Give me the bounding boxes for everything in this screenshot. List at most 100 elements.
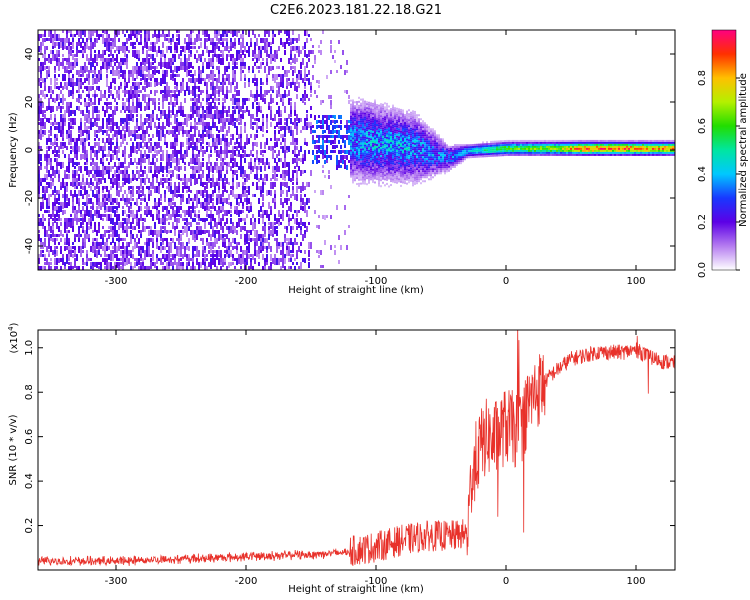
- spectrogram-cell: [328, 155, 330, 158]
- spectrogram-cell: [48, 66, 50, 71]
- spectrogram-cell: [230, 38, 232, 43]
- spectrogram-cell: [62, 106, 64, 109]
- spectrogram-cell: [48, 234, 50, 238]
- spectrogram-cell: [204, 110, 206, 113]
- spectrogram-cell: [136, 50, 138, 57]
- spectrogram-cell: [88, 198, 90, 204]
- spectrogram-cell: [352, 157, 354, 160]
- spectrogram-cell: [322, 130, 324, 134]
- spectrogram-cell: [200, 178, 202, 185]
- spectrogram-cell: [96, 214, 98, 218]
- spectrogram-cell: [212, 166, 214, 173]
- spectrogram-cell: [114, 110, 116, 115]
- spectrogram-cell: [126, 90, 128, 94]
- spectrogram-cell: [76, 142, 78, 149]
- spectrogram-cell: [370, 132, 372, 135]
- spectrogram-cell: [98, 114, 100, 119]
- spectrogram-cell: [196, 38, 198, 42]
- spectrogram-cell: [110, 118, 112, 125]
- spectrogram-cell: [372, 172, 374, 175]
- spectrogram-cell: [148, 122, 150, 128]
- spectrogram-cell: [210, 134, 212, 138]
- spectrogram-cell: [154, 34, 156, 37]
- spectrogram-cell: [76, 186, 78, 189]
- spectrogram-cell: [142, 130, 144, 137]
- spectrogram-cell: [106, 266, 108, 270]
- spectrogram-cell: [236, 82, 238, 86]
- spectrogram-cell: [188, 50, 190, 53]
- spectrogram-cell: [360, 148, 362, 151]
- spectrogram-cell: [68, 250, 70, 254]
- spectrogram-cell: [194, 194, 196, 199]
- spectrogram-cell: [354, 139, 356, 142]
- spectrogram-cell: [244, 266, 246, 270]
- spectrogram-cell: [54, 138, 56, 143]
- spectrogram-cell: [252, 66, 254, 73]
- spectrogram-cell: [50, 130, 52, 136]
- spectrogram-cell: [324, 160, 326, 164]
- spectrogram-cell: [88, 58, 90, 64]
- spectrogram-cell: [154, 186, 156, 193]
- spectrogram-cell: [232, 246, 234, 250]
- spectrogram-cell: [212, 138, 214, 143]
- spectrogram-cell: [278, 94, 280, 97]
- spectrogram-cell: [162, 78, 164, 84]
- spectrogram-cell: [178, 262, 180, 267]
- spectrogram-cell: [140, 182, 142, 188]
- spectrogram-cell: [288, 34, 290, 41]
- spectrogram-cell: [362, 140, 364, 143]
- spectrogram-cell: [90, 170, 92, 174]
- spectrogram-cell: [256, 90, 258, 94]
- spectrogram-cell: [132, 118, 134, 122]
- spectrogram-cell: [154, 122, 156, 128]
- spectrogram-cell: [88, 46, 90, 50]
- spectrogram-cell: [274, 194, 276, 198]
- spectrogram-cell: [148, 106, 150, 110]
- spectrogram-cell: [186, 230, 188, 237]
- spectrogram-cell: [52, 222, 54, 229]
- spectrogram-cell: [244, 74, 246, 81]
- spectrogram-cell: [46, 118, 48, 122]
- spectrogram-cell: [82, 38, 84, 43]
- spectrogram-cell: [236, 230, 238, 235]
- spectrogram-cell: [196, 106, 198, 113]
- spectrogram-cell: [126, 178, 128, 183]
- spectrogram-cell: [370, 170, 372, 173]
- spectrogram-cell: [204, 190, 206, 193]
- spectrogram-cell: [236, 210, 238, 215]
- spectrogram-cell: [194, 218, 196, 222]
- spectrogram-cell: [146, 94, 148, 97]
- spectrogram-cell: [296, 46, 298, 53]
- spectrogram-cell: [364, 174, 366, 177]
- spectrogram-cell: [234, 150, 236, 156]
- spectrogram-cell: [290, 250, 292, 253]
- spectrogram-cell: [206, 202, 208, 209]
- spectrogram-cell: [314, 130, 316, 133]
- spectrogram-cell: [220, 62, 222, 65]
- spectrogram-cell: [116, 262, 118, 268]
- spectrogram-cell: [196, 58, 198, 63]
- spectrogram-cell: [158, 38, 160, 42]
- spectrogram-cell: [102, 258, 104, 262]
- spectrogram-cell: [42, 102, 44, 108]
- spectrogram-cell: [108, 62, 110, 69]
- spectrogram-cell: [60, 206, 62, 212]
- spectrogram-cell: [40, 218, 42, 224]
- spectrogram-cell: [168, 154, 170, 158]
- spectrogram-cell: [38, 82, 40, 86]
- spectrogram-cell: [326, 120, 328, 125]
- spectrogram-cell: [186, 222, 188, 226]
- spectrogram-cell: [274, 226, 276, 230]
- spectrogram-cell: [242, 110, 244, 117]
- spectrogram-cell: [122, 62, 124, 65]
- spectrogram-cell: [146, 210, 148, 214]
- spectrogram-cell: [280, 222, 282, 225]
- spectrogram-cell: [66, 234, 68, 241]
- spectrogram-cell: [116, 150, 118, 156]
- spectrogram-cell: [232, 258, 234, 261]
- spectrogram-cell: [196, 110, 198, 117]
- spectrogram-cell: [144, 226, 146, 232]
- spectrogram-cell: [190, 210, 192, 216]
- spectrogram-cell: [158, 70, 160, 74]
- spectrogram-cell: [46, 166, 48, 173]
